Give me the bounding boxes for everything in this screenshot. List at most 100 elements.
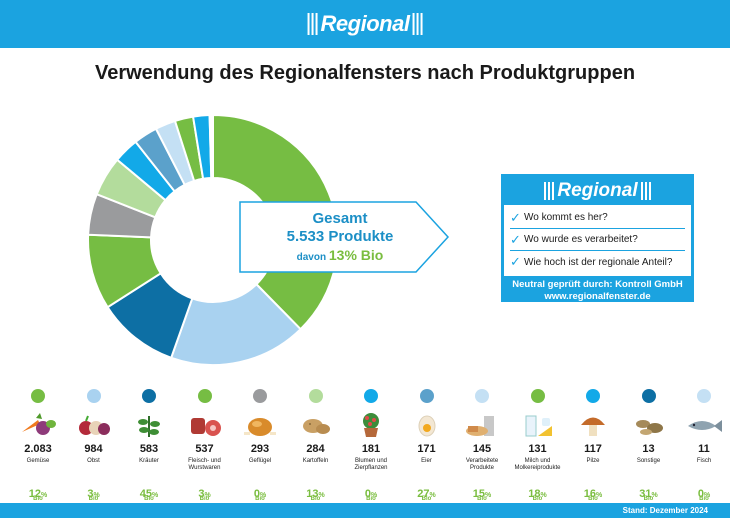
potato-icon xyxy=(288,410,344,440)
legend-count: 293 xyxy=(250,443,270,455)
legend-color-dot xyxy=(197,389,212,403)
regionalfenster-logo: Regional xyxy=(307,11,423,37)
bio-percent-value: 13 xyxy=(306,488,319,500)
total-callout: Gesamt 5.533 Produkte davon 13% Bio xyxy=(238,200,450,274)
meat-icon xyxy=(177,410,233,440)
legend-item: 984 Obst 3% Bio xyxy=(66,386,122,502)
legend-color-dot xyxy=(142,389,156,403)
legend-count: 145 xyxy=(472,443,492,455)
legend-bio-percent: 45% xyxy=(121,484,177,500)
legend-color-dot xyxy=(308,389,323,403)
legend-color-dot xyxy=(364,389,378,403)
bio-percent-sign: % xyxy=(93,492,100,499)
legend-bio-percent: 15% xyxy=(454,484,510,500)
flower-pot-icon xyxy=(343,410,399,440)
legend-count: 984 xyxy=(84,443,103,455)
label-footer: Neutral geprüft durch: Kontroll GmbH www… xyxy=(504,276,691,303)
legend-item: 131 Milch und Molkereiprodukte 18% Bio xyxy=(510,386,566,502)
label-certifier: Neutral geprüft durch: Kontroll GmbH xyxy=(512,279,683,290)
bio-label: Bio xyxy=(477,496,487,502)
mushroom-icon xyxy=(565,410,621,440)
legend-color-dot xyxy=(475,389,489,403)
regionalfenster-label: Regional ✓ Wo kommt es her? ✓ Wo wurde e… xyxy=(501,174,694,302)
legend-color-dot xyxy=(697,389,711,403)
legend-color-dot xyxy=(31,389,45,403)
egg-icon xyxy=(399,410,455,440)
legend-count: 13 xyxy=(642,443,655,455)
legend-category-name: Kartoffeln xyxy=(302,458,329,464)
bio-percent-sign: % xyxy=(370,492,378,499)
legend-category-name: Obst xyxy=(87,458,100,464)
label-question-processing: ✓ Wo wurde es verarbeitet? xyxy=(510,229,685,251)
check-icon: ✓ xyxy=(510,209,521,225)
label-question-share: ✓ Wie hoch ist der regionale Anteil? xyxy=(510,251,685,273)
legend-category-name: Fleisch- und Wurstwaren xyxy=(188,458,221,471)
bio-percent-value: 27 xyxy=(417,488,430,500)
label-question-origin: ✓ Wo kommt es her? xyxy=(510,207,685,229)
callout-bio-prefix: davon xyxy=(296,252,327,263)
label-questions: ✓ Wo kommt es her? ✓ Wo wurde es verarbe… xyxy=(504,205,691,276)
legend-count: 537 xyxy=(195,443,214,455)
legend-bio-percent: 0% xyxy=(676,484,730,500)
legend-category-name: Kräuter xyxy=(139,458,159,464)
bio-label: Bio xyxy=(88,496,99,502)
legend-bio-percent: 0% xyxy=(232,484,288,500)
footer-bar: Stand: Dezember 2024 xyxy=(0,503,730,518)
bio-label: Bio xyxy=(532,496,543,502)
check-icon: ✓ xyxy=(510,254,521,269)
legend-color-dot xyxy=(641,389,656,403)
herbs-icon xyxy=(121,410,177,440)
legend-item: 117 Pilze 16% Bio xyxy=(565,386,621,502)
legend-category-name: Milch und Molkereiprodukte xyxy=(514,458,561,471)
bio-percent-sign: % xyxy=(204,492,211,499)
bio-label: Bio xyxy=(199,496,210,502)
bio-percent-sign: % xyxy=(703,492,711,499)
bio-percent-sign: % xyxy=(318,492,325,499)
logo-window-bars-left xyxy=(307,13,318,35)
legend-count: 131 xyxy=(528,443,547,455)
legend-item: 284 Kartoffeln 13% Bio xyxy=(288,386,344,502)
logo-window-bars-right xyxy=(412,13,423,35)
legend-item: 2.083 Gemüse 12% Bio xyxy=(10,386,66,502)
bio-percent-sign: % xyxy=(596,492,603,499)
bio-percent-value: 12 xyxy=(28,488,41,500)
legend-bio-percent: 3% xyxy=(177,484,233,500)
label-logo: Regional xyxy=(504,177,691,205)
legend-count: 117 xyxy=(584,443,602,455)
bio-percent-value: 16 xyxy=(583,488,596,500)
header-bar: Regional xyxy=(0,0,730,48)
bio-percent-value: 0 xyxy=(697,488,704,500)
question-text: Wo kommt es her? xyxy=(524,212,608,223)
legend-category-name: Fisch xyxy=(696,458,712,464)
legend-item: 145 Verarbeitete Produkte 15% Bio xyxy=(454,386,510,502)
legend-category-name: Eier xyxy=(421,458,432,464)
check-icon: ✓ xyxy=(510,231,521,247)
legend-color-dot xyxy=(586,389,600,403)
legend-item: 11 Fisch 0% Bio xyxy=(676,386,730,502)
legend-item: 181 Blumen und Zierpflanzen 0% Bio xyxy=(343,386,399,502)
legend-bio-percent: 0% xyxy=(343,484,399,500)
legend-bio-percent: 31% xyxy=(621,484,677,500)
fruit-icon xyxy=(66,410,122,440)
label-website: www.regionalfenster.de xyxy=(544,291,651,302)
legend-count: 181 xyxy=(361,443,381,455)
legend-category-name: Verarbeitete Produkte xyxy=(465,458,499,471)
bio-label: Bio xyxy=(643,496,654,502)
donut-slice xyxy=(210,113,214,180)
label-window-bars-left xyxy=(544,182,555,200)
logo-text: Regional xyxy=(320,11,410,36)
legend-color-dot xyxy=(530,389,545,403)
question-text: Wie hoch ist der regionale Anteil? xyxy=(524,256,673,268)
bio-label: Bio xyxy=(310,496,321,502)
legend-category-name: Blumen und Zierpflanzen xyxy=(354,458,388,471)
legend-item: 537 Fleisch- und Wurstwaren 3% Bio xyxy=(177,386,233,502)
legend-color-dot xyxy=(419,389,434,403)
bio-label: Bio xyxy=(588,496,598,502)
bio-label: Bio xyxy=(144,496,154,502)
bio-label: Bio xyxy=(255,496,265,502)
legend-item: 171 Eier 27% Bio xyxy=(399,386,455,502)
bio-label: Bio xyxy=(699,496,709,502)
product-group-legend: 2.083 Gemüse 12% Bio 984 Obst 3% Bio 583 Kräuter 4… xyxy=(0,386,730,502)
donut-chart xyxy=(87,113,339,366)
bio-percent-sign: % xyxy=(41,492,48,499)
